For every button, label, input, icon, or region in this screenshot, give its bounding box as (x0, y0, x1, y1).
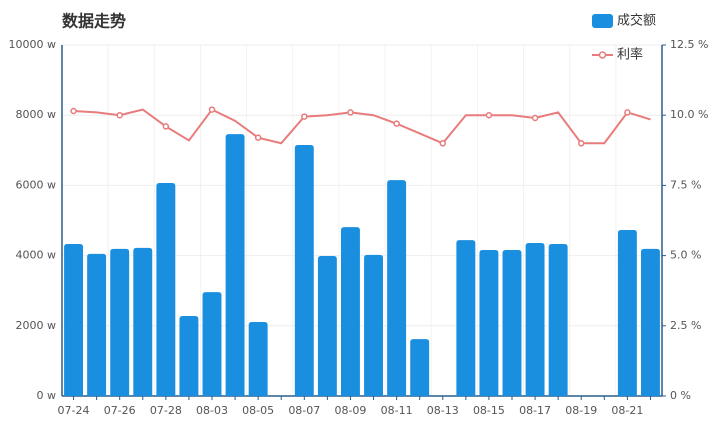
y-tick-label: 4000 w (16, 249, 57, 262)
line-marker (624, 109, 631, 116)
line-marker (116, 111, 123, 119)
line-marker (577, 140, 585, 147)
x-tick-label: 07-26 (104, 404, 136, 417)
line-marker (70, 107, 77, 115)
x-tick-label: 08-11 (381, 404, 413, 417)
line (73, 108, 651, 145)
line-marker (393, 120, 400, 127)
legend-label: 利率 (617, 47, 643, 63)
x-tick-label: 08-17 (519, 404, 551, 417)
bar (456, 240, 476, 396)
chart-title: 数据走势 (62, 12, 126, 31)
y-tick-label: 0 w (37, 389, 57, 402)
y-tick-label: 10000 w (9, 38, 57, 51)
bar (202, 292, 222, 396)
bar (341, 227, 360, 396)
y2-tick-label: 5.0 % (670, 249, 701, 262)
x-tick-label: 07-28 (150, 404, 182, 417)
y2-tick-label: 0 % (670, 389, 691, 402)
bar (64, 244, 83, 396)
line-marker (347, 109, 354, 116)
x-tick-label: 07-24 (58, 404, 90, 417)
bar (410, 339, 430, 396)
line-marker (162, 123, 170, 130)
y2-tick-label: 2.5 % (670, 319, 701, 332)
bar (156, 182, 176, 396)
line-marker (301, 113, 308, 120)
bar (617, 229, 637, 396)
bar (364, 254, 383, 396)
x-tick-label: 08-07 (288, 404, 320, 417)
x-tick-label: 08-21 (611, 404, 643, 417)
legend-label: 成交额 (617, 13, 656, 29)
y-tick-label: 2000 w (16, 319, 57, 332)
line-marker (254, 134, 262, 141)
bar (525, 242, 545, 396)
bar (248, 321, 268, 396)
line-marker (485, 111, 493, 119)
x-tick-label: 08-13 (427, 404, 459, 417)
x-tick-label: 08-05 (242, 404, 274, 417)
bar (502, 249, 522, 396)
bar (87, 253, 107, 396)
bar (641, 248, 660, 396)
bar (548, 244, 568, 396)
line-marker (208, 106, 216, 113)
legend-swatch (598, 51, 607, 59)
legend-swatch (592, 14, 613, 28)
bar (294, 145, 314, 396)
bar (110, 248, 130, 396)
x-tick-label: 08-15 (473, 404, 505, 417)
x-tick-label: 08-09 (334, 404, 366, 417)
y2-tick-label: 12.5 % (670, 38, 708, 51)
bar (225, 134, 245, 397)
bar (479, 249, 499, 396)
y2-tick-label: 7.5 % (670, 178, 701, 191)
x-tick-label: 08-19 (565, 404, 597, 417)
y-tick-label: 6000 w (16, 178, 57, 191)
bar (179, 315, 199, 396)
y2-tick-label: 10.0 % (670, 108, 708, 121)
y-tick-label: 8000 w (16, 108, 57, 121)
x-tick-label: 08-03 (196, 404, 228, 417)
line-marker (531, 114, 539, 122)
bar (317, 255, 337, 396)
bar (387, 180, 407, 396)
bar (133, 247, 153, 396)
line-marker (439, 140, 447, 147)
